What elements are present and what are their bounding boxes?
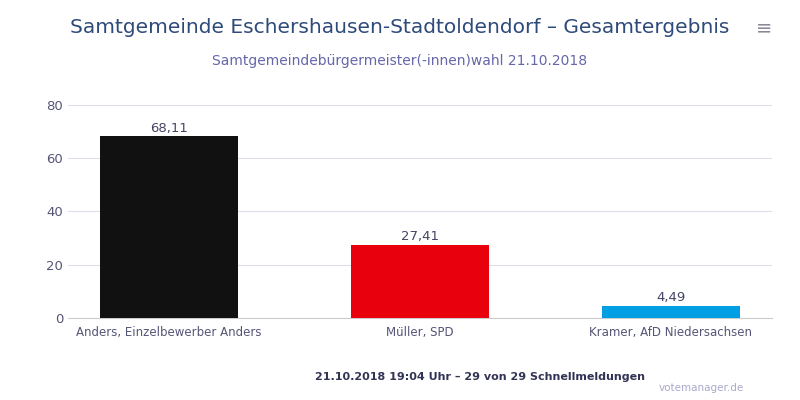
Text: 4,49: 4,49 <box>656 291 686 304</box>
Text: 68,11: 68,11 <box>150 122 188 134</box>
Bar <box>100 136 238 318</box>
Text: 27,41: 27,41 <box>401 230 439 243</box>
Bar <box>351 245 489 318</box>
Text: 21.10.2018 19:04 Uhr – 29 von 29 Schnellmeldungen: 21.10.2018 19:04 Uhr – 29 von 29 Schnell… <box>315 372 645 382</box>
Text: Samtgemeinde Eschershausen-Stadtoldendorf – Gesamtergebnis: Samtgemeinde Eschershausen-Stadtoldendor… <box>70 18 730 37</box>
Bar <box>602 306 740 318</box>
Text: ≡: ≡ <box>756 18 772 37</box>
Text: votemanager.de: votemanager.de <box>658 383 744 393</box>
Text: Samtgemeindebürgermeister(-innen)wahl 21.10.2018: Samtgemeindebürgermeister(-innen)wahl 2… <box>213 54 587 68</box>
